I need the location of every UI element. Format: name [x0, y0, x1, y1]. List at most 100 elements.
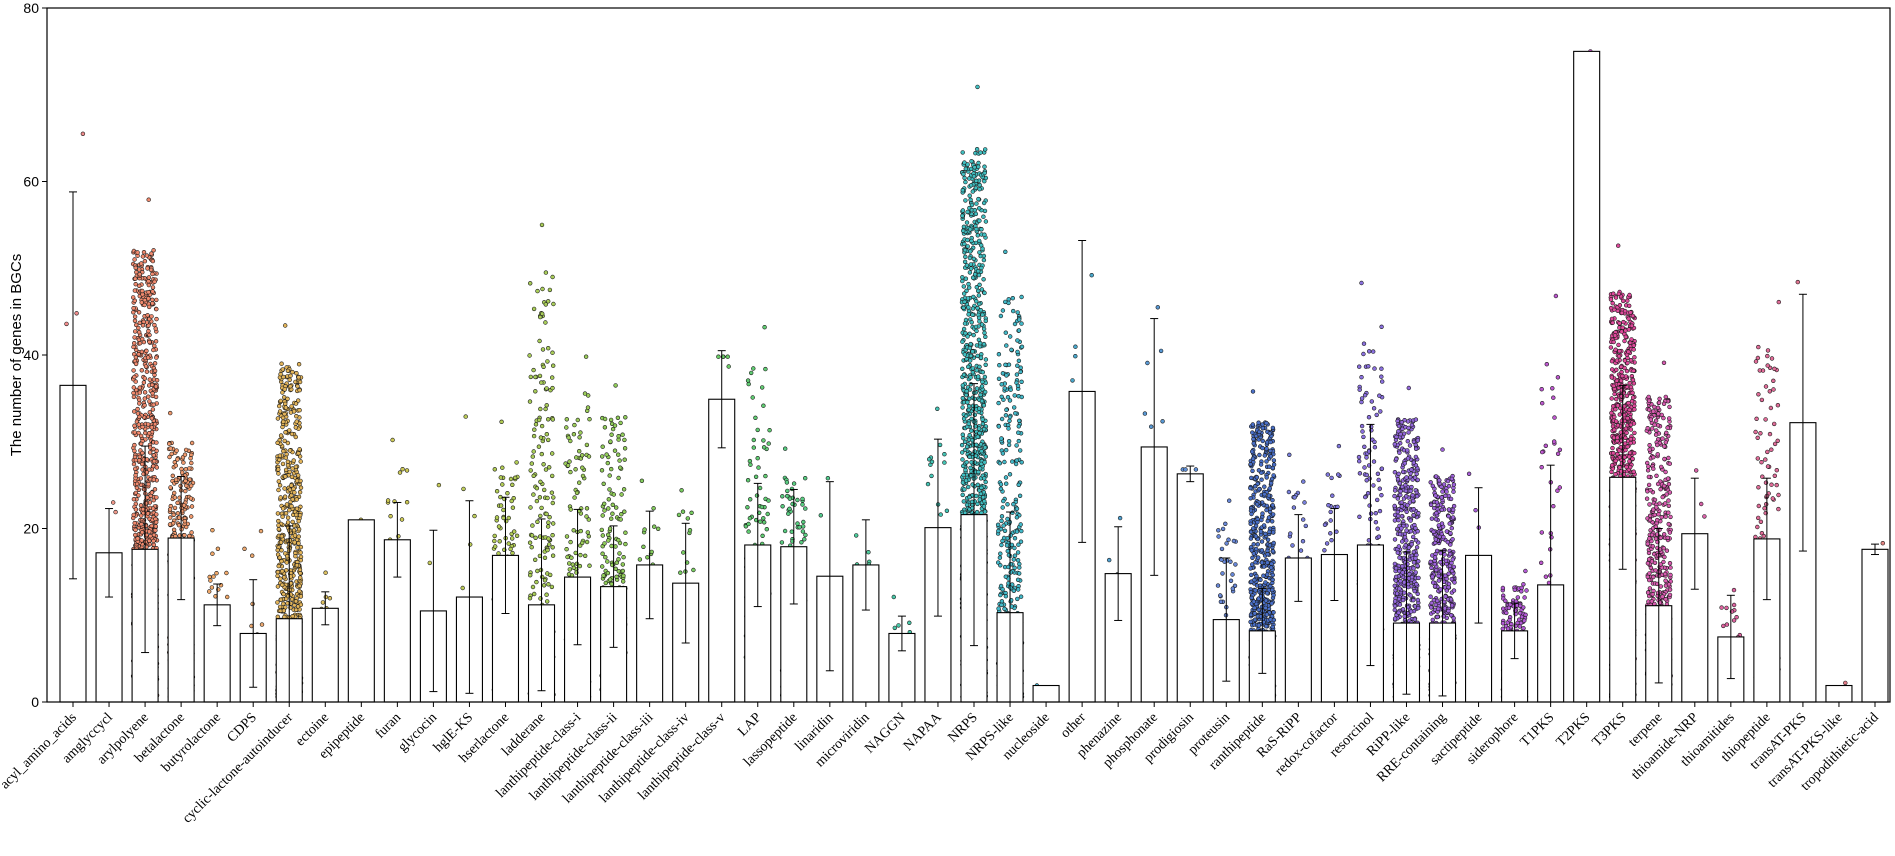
data-point — [172, 505, 178, 511]
data-point — [140, 288, 145, 294]
data-point — [296, 451, 301, 456]
data-point — [564, 425, 569, 430]
data-point — [1073, 354, 1078, 359]
data-point — [959, 442, 965, 448]
data-point — [514, 460, 519, 465]
data-point — [224, 570, 229, 576]
data-point — [969, 320, 974, 325]
data-point — [758, 519, 763, 524]
data-point — [298, 459, 303, 464]
data-point — [583, 354, 589, 359]
data-point — [892, 625, 897, 631]
data-point — [282, 494, 288, 499]
data-point — [1017, 493, 1023, 498]
data-point — [1015, 596, 1020, 602]
data-point — [153, 339, 159, 344]
data-point — [609, 543, 614, 549]
data-point — [278, 433, 284, 438]
data-point — [982, 170, 987, 176]
data-point — [980, 417, 985, 422]
data-point — [492, 533, 497, 539]
data-point — [1015, 363, 1020, 368]
data-point — [1001, 535, 1007, 541]
data-point — [298, 575, 303, 580]
data-point — [963, 198, 968, 203]
data-point — [168, 515, 173, 520]
data-point — [937, 442, 943, 448]
data-point — [283, 455, 288, 460]
data-point — [800, 524, 806, 529]
data-point — [689, 510, 694, 515]
data-point — [966, 176, 972, 181]
data-point — [292, 490, 297, 495]
data-point — [976, 272, 982, 278]
data-point — [137, 267, 142, 272]
data-point — [974, 299, 979, 304]
data-point — [541, 364, 546, 369]
data-point — [132, 374, 137, 380]
data-point — [1016, 482, 1021, 487]
data-point — [1002, 459, 1007, 465]
data-point — [187, 533, 192, 539]
data-point — [294, 562, 300, 568]
data-point — [131, 497, 137, 502]
data-point — [532, 557, 538, 562]
data-point — [183, 467, 189, 472]
data-point — [1257, 452, 1262, 458]
data-point — [585, 405, 591, 410]
data-point — [297, 589, 302, 594]
data-point — [510, 550, 515, 556]
data-point — [801, 519, 806, 525]
data-point — [135, 536, 140, 541]
data-point — [974, 147, 980, 152]
data-point — [290, 497, 295, 502]
data-point — [608, 516, 614, 521]
data-point — [280, 415, 286, 421]
data-point — [981, 200, 987, 206]
data-point — [970, 306, 976, 311]
data-point — [427, 560, 432, 566]
data-point — [1001, 523, 1006, 528]
data-point — [276, 471, 281, 476]
data-point — [169, 451, 174, 457]
data-point — [1019, 528, 1024, 534]
data-point — [617, 551, 622, 556]
data-point — [210, 527, 215, 533]
data-point — [1005, 548, 1010, 554]
data-point — [147, 377, 153, 382]
data-point — [959, 450, 965, 455]
data-point — [132, 257, 137, 262]
data-point — [187, 466, 192, 471]
data-point — [152, 459, 157, 464]
data-point — [980, 312, 985, 317]
data-point — [967, 433, 972, 438]
data-point — [298, 594, 304, 599]
data-point — [979, 227, 984, 232]
data-point — [612, 423, 618, 428]
data-point — [651, 506, 656, 511]
data-point — [753, 474, 759, 479]
data-point — [136, 352, 141, 357]
data-point — [966, 285, 972, 290]
data-point — [140, 530, 145, 535]
data-point — [179, 466, 184, 472]
data-point — [1016, 317, 1022, 322]
data-point — [942, 460, 947, 465]
data-point — [327, 595, 333, 601]
data-point — [995, 522, 1001, 527]
data-point — [146, 275, 152, 280]
data-point — [146, 296, 151, 301]
data-point — [509, 498, 514, 504]
data-point — [1270, 498, 1275, 503]
data-point — [1004, 407, 1009, 412]
data-point — [975, 434, 980, 439]
data-point — [613, 544, 618, 549]
data-point — [136, 493, 141, 498]
data-point — [544, 592, 549, 597]
data-point — [549, 490, 555, 495]
data-point — [283, 511, 289, 516]
data-point — [578, 528, 583, 534]
data-point — [800, 502, 805, 507]
data-point — [960, 278, 965, 284]
data-point — [189, 530, 194, 535]
